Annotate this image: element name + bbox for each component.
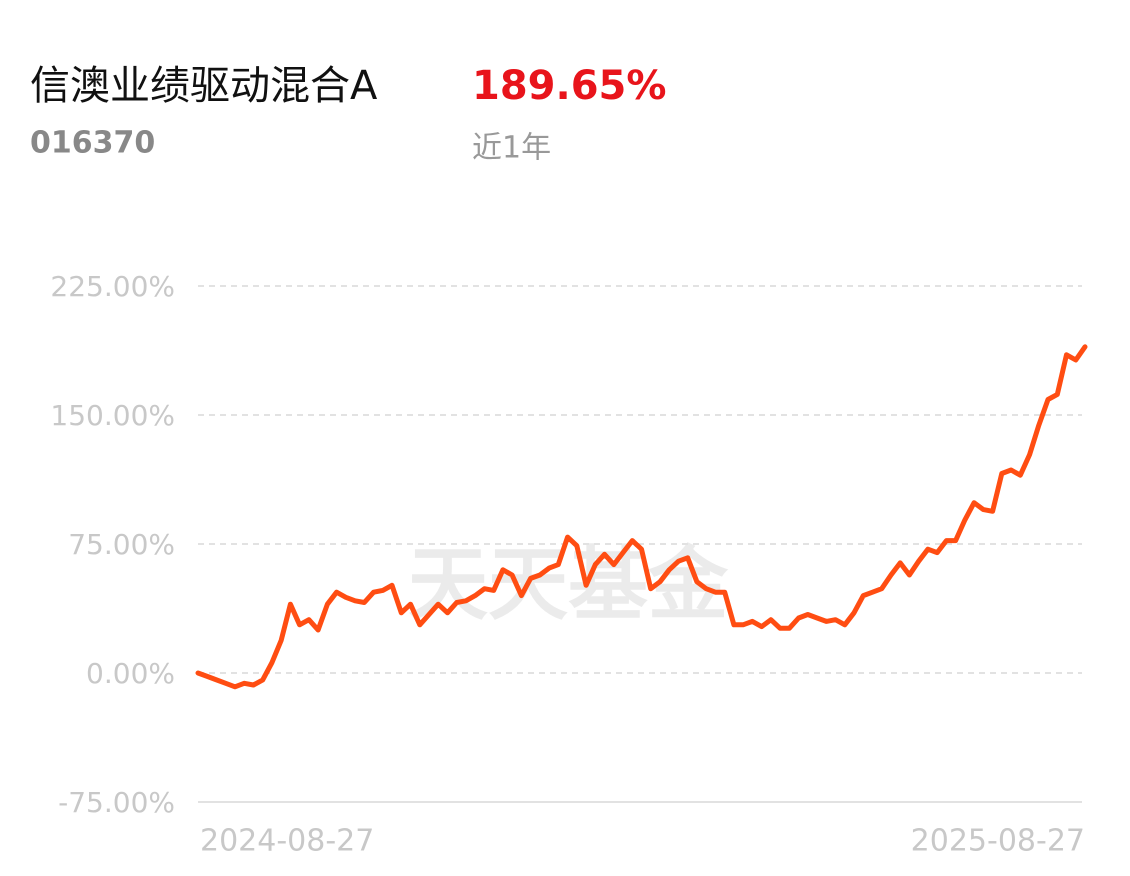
y-tick-label: -75.00% bbox=[58, 786, 175, 819]
y-tick-label: 0.00% bbox=[86, 657, 175, 690]
y-tick-label: 225.00% bbox=[50, 270, 175, 303]
y-tick-label: 75.00% bbox=[68, 528, 175, 561]
x-tick-label: 2024-08-27 bbox=[200, 824, 374, 859]
fund-code: 016370 bbox=[30, 126, 155, 161]
period-label: 近1年 bbox=[472, 131, 551, 166]
watermark: 天天基金 bbox=[408, 538, 729, 631]
y-tick-label: 150.00% bbox=[50, 399, 175, 432]
x-tick-label: 2025-08-27 bbox=[911, 824, 1085, 859]
return-value: 189.65% bbox=[472, 63, 666, 109]
fund-title: 信澳业绩驱动混合A bbox=[30, 63, 378, 109]
return-line bbox=[195, 344, 1088, 690]
